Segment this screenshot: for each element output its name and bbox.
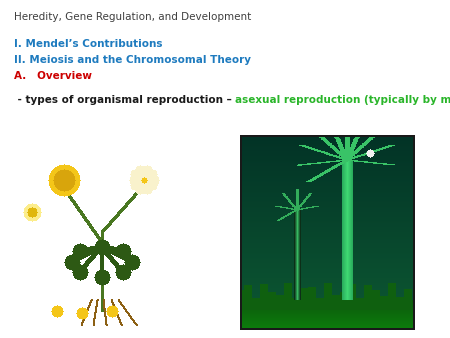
Text: - types of organismal reproduction –: - types of organismal reproduction – bbox=[14, 95, 235, 105]
Text: II. Meiosis and the Chromosomal Theory: II. Meiosis and the Chromosomal Theory bbox=[14, 55, 251, 65]
Text: Heredity, Gene Regulation, and Development: Heredity, Gene Regulation, and Developme… bbox=[14, 12, 251, 22]
Text: A.   Overview: A. Overview bbox=[14, 71, 91, 81]
Text: asexual reproduction (typically by mitosis): asexual reproduction (typically by mitos… bbox=[235, 95, 450, 105]
Text: I. Mendel’s Contributions: I. Mendel’s Contributions bbox=[14, 39, 162, 49]
